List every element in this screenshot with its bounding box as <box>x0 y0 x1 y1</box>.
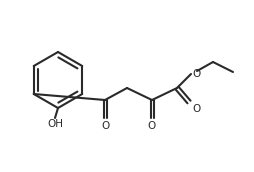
Text: O: O <box>101 121 109 131</box>
Text: O: O <box>192 104 200 114</box>
Text: OH: OH <box>47 119 63 129</box>
Text: O: O <box>192 69 200 79</box>
Text: O: O <box>148 121 156 131</box>
